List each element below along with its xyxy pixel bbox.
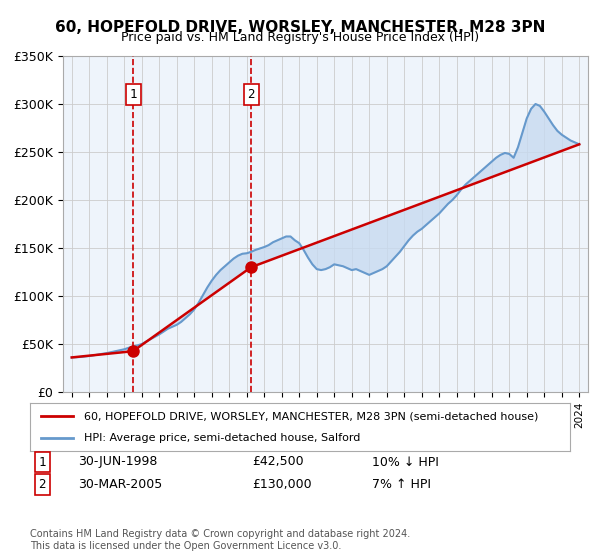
Text: 1: 1: [129, 88, 137, 101]
Text: £130,000: £130,000: [252, 478, 311, 491]
Text: Contains HM Land Registry data © Crown copyright and database right 2024.
This d: Contains HM Land Registry data © Crown c…: [30, 529, 410, 551]
Text: 2: 2: [247, 88, 255, 101]
Text: Price paid vs. HM Land Registry's House Price Index (HPI): Price paid vs. HM Land Registry's House …: [121, 31, 479, 44]
Text: 10% ↓ HPI: 10% ↓ HPI: [372, 455, 439, 469]
Text: 30-MAR-2005: 30-MAR-2005: [78, 478, 162, 491]
Text: 7% ↑ HPI: 7% ↑ HPI: [372, 478, 431, 491]
Text: 60, HOPEFOLD DRIVE, WORSLEY, MANCHESTER, M28 3PN: 60, HOPEFOLD DRIVE, WORSLEY, MANCHESTER,…: [55, 20, 545, 35]
Text: 2: 2: [38, 478, 46, 491]
Text: 1: 1: [38, 455, 46, 469]
Text: 60, HOPEFOLD DRIVE, WORSLEY, MANCHESTER, M28 3PN (semi-detached house): 60, HOPEFOLD DRIVE, WORSLEY, MANCHESTER,…: [84, 411, 538, 421]
Text: HPI: Average price, semi-detached house, Salford: HPI: Average price, semi-detached house,…: [84, 433, 361, 443]
Text: £42,500: £42,500: [252, 455, 304, 469]
Text: 30-JUN-1998: 30-JUN-1998: [78, 455, 157, 469]
